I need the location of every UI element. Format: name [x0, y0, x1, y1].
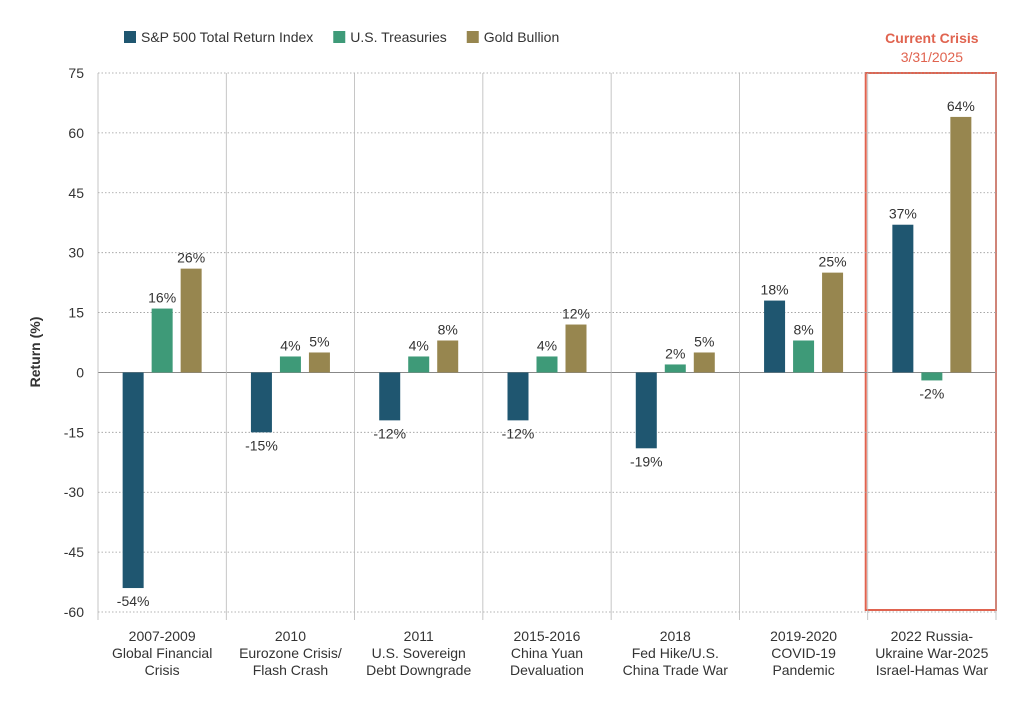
- bar: [308, 352, 330, 373]
- bar-data-label: 4%: [537, 337, 557, 353]
- bar: [507, 372, 529, 421]
- bar: [664, 364, 686, 373]
- x-category-label: 2015-2016 China Yuan Devaluation: [510, 628, 584, 678]
- y-tick-label: -45: [64, 544, 84, 560]
- bar-data-label: 25%: [819, 254, 847, 270]
- current-crisis-box: [864, 72, 998, 611]
- y-tick-label: -60: [64, 604, 84, 620]
- legend: S&P 500 Total Return Index U.S. Treasurie…: [124, 29, 559, 45]
- bar: [536, 356, 558, 373]
- y-tick-label: 30: [68, 245, 84, 261]
- y-tick-label: 0: [76, 364, 84, 380]
- bar-data-label: -54%: [117, 593, 150, 609]
- bar: [250, 372, 272, 433]
- legend-swatch: [333, 31, 346, 43]
- y-tick-label: 75: [68, 65, 84, 81]
- bar-data-label: -15%: [245, 437, 278, 453]
- x-category-label: 2010 Eurozone Crisis/Flash Crash: [239, 628, 342, 678]
- bar-labels: -54% 16% 26% -15% 4% 5% -12% 4% 8% -12% 4% 12% -19% 2…: [117, 98, 975, 609]
- bar: [151, 308, 173, 373]
- bar-data-label: 5%: [309, 333, 329, 349]
- bar: [822, 272, 844, 373]
- legend-label: S&P 500 Total Return Index: [141, 29, 313, 45]
- bar-data-label: -2%: [919, 385, 944, 401]
- y-tick-label: -15: [64, 424, 84, 440]
- x-category-label: 2011 U.S. Sovereign Debt Downgrade: [366, 628, 471, 678]
- bar: [793, 340, 815, 373]
- legend-label: Gold Bullion: [484, 29, 560, 45]
- y-axis-label: Return (%): [27, 317, 43, 388]
- bar-data-label: 2%: [665, 345, 685, 361]
- bar-data-label: 4%: [280, 337, 300, 353]
- current-crisis-title: Current Crisis: [885, 30, 979, 46]
- bar: [565, 324, 587, 373]
- x-category-label: 2022 Russia-Ukraine War-2025 Israel-Hamas…: [875, 628, 988, 678]
- bar: [693, 352, 715, 373]
- bar: [180, 268, 202, 373]
- bar: [892, 224, 914, 373]
- current-crisis-callout: Current Crisis 3/31/2025: [864, 30, 998, 611]
- bar-data-label: 18%: [761, 282, 789, 298]
- legend-swatch: [124, 31, 136, 43]
- bar-data-label: 16%: [148, 290, 176, 306]
- grid: [97, 72, 997, 620]
- x-axis: 2007-2009 Global Financial Crisis 2010 Euroz…: [112, 628, 989, 678]
- bar-data-label: 8%: [793, 322, 813, 338]
- x-category-label: 2019-2020 COVID-19 Pandemic: [770, 628, 837, 678]
- bar-data-label: 37%: [889, 206, 917, 222]
- bar-data-label: 4%: [409, 337, 429, 353]
- bar: [635, 372, 657, 449]
- bar: [379, 372, 401, 421]
- bar-data-label: -19%: [630, 453, 663, 469]
- bar-data-label: 12%: [562, 306, 590, 322]
- bars: [122, 116, 972, 589]
- bar: [950, 116, 972, 373]
- bar: [122, 372, 144, 589]
- y-tick-label: 60: [68, 125, 84, 141]
- bar: [764, 300, 786, 373]
- y-axis: 75 60 45 30 15 0 -15 -30 -45 -60: [64, 65, 84, 620]
- bar-data-label: 8%: [438, 322, 458, 338]
- legend-label: U.S. Treasuries: [350, 29, 446, 45]
- y-tick-label: -30: [64, 484, 84, 500]
- bar-data-label: -12%: [373, 425, 406, 441]
- bar: [408, 356, 430, 373]
- bar-data-label: -12%: [502, 425, 535, 441]
- bar: [437, 340, 459, 373]
- x-category-label: 2018 Fed Hike/U.S. China Trade War: [623, 628, 729, 678]
- y-tick-label: 45: [68, 185, 84, 201]
- bar: [279, 356, 301, 373]
- x-category-label: 2007-2009 Global Financial Crisis: [112, 628, 212, 678]
- bar-data-label: 26%: [177, 250, 205, 266]
- bar: [921, 372, 943, 381]
- bar-data-label: 64%: [947, 98, 975, 114]
- y-tick-label: 15: [68, 305, 84, 321]
- legend-swatch: [466, 31, 479, 43]
- current-crisis-date: 3/31/2025: [901, 49, 963, 65]
- bar-data-label: 5%: [694, 333, 714, 349]
